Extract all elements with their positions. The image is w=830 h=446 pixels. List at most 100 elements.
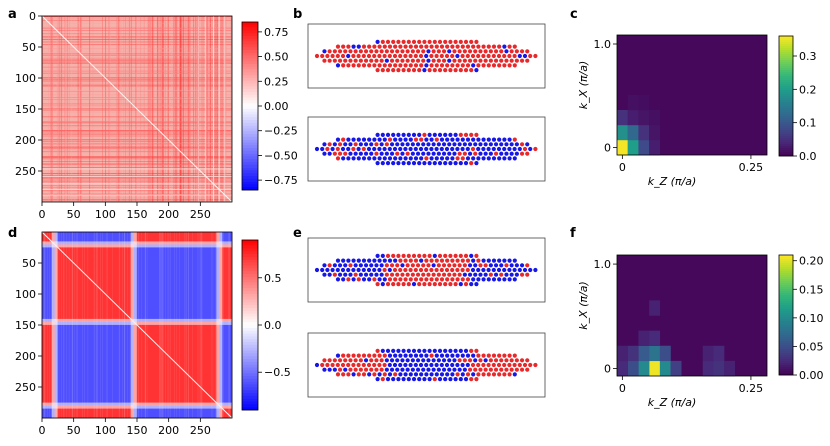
ion-spin: [450, 258, 455, 263]
ion-spin: [400, 367, 405, 372]
colorbar-segment: [779, 367, 793, 370]
ion-spin: [369, 58, 374, 63]
ion-spin: [415, 272, 421, 277]
ion-spin: [422, 282, 427, 287]
heatmap-cell-stripe: [160, 232, 162, 418]
colorbar-segment: [242, 108, 258, 112]
ion-spin: [410, 58, 415, 63]
ion-spin: [346, 258, 351, 263]
ion-spin: [478, 58, 483, 63]
ion-spin: [330, 362, 335, 368]
ion-spin: [385, 68, 391, 73]
colorbar-segment: [779, 287, 793, 290]
ion-spin: [463, 39, 469, 45]
ion-spin: [374, 263, 379, 268]
colorbar-segment: [242, 122, 258, 126]
heatmap-cell: [617, 125, 628, 141]
ion-spin: [343, 58, 348, 63]
heatmap-cell: [649, 345, 661, 362]
ion-spin: [486, 53, 491, 59]
ion-spin: [320, 146, 325, 152]
heatmap-cell-stripe: [42, 39, 232, 40]
heatmap-cell-stripe: [152, 16, 154, 202]
ion-spin: [400, 142, 405, 147]
colorbar-segment: [242, 359, 258, 363]
ion-spin: [408, 137, 413, 142]
heatmap-diagonal: [41, 15, 233, 203]
colorbar-segment: [242, 47, 258, 51]
heatmap-cell-stripe: [42, 177, 232, 178]
colorbar-segment: [779, 295, 793, 298]
heatmap-a-texture: [41, 15, 233, 203]
colorbar-segment: [242, 276, 258, 280]
colorbar-segment: [779, 319, 793, 322]
ion-spin: [509, 142, 514, 147]
ion-spin: [486, 63, 491, 68]
colorbar-segment: [242, 89, 258, 93]
ion-spin: [514, 58, 519, 63]
ion-spin: [450, 277, 455, 282]
heatmap-c-frame: [616, 34, 768, 156]
ion-spin: [519, 142, 525, 147]
ion-spin: [367, 353, 372, 358]
colorbar-segment: [242, 347, 258, 351]
ion-spin: [507, 53, 512, 59]
heatmap-cell-stripe: [157, 16, 159, 202]
ion-spin: [465, 267, 470, 273]
ion-spin: [483, 142, 488, 147]
ion-spin: [419, 277, 424, 282]
ion-spin: [372, 267, 377, 273]
ion-spin: [481, 267, 486, 273]
ion-spin: [346, 137, 351, 142]
heatmap-cell-stripe: [42, 139, 232, 140]
heatmap-cell-stripe: [100, 232, 101, 418]
ion-spin: [408, 258, 413, 263]
ion-spin: [439, 362, 444, 368]
heatmap-cell: [702, 360, 714, 377]
colorbar-segment: [779, 114, 793, 117]
ion-spin: [332, 367, 337, 372]
heatmap-cell-stripe: [183, 16, 185, 202]
ion-spin: [474, 161, 479, 166]
ion-spin: [522, 362, 528, 368]
ion-spin: [491, 146, 496, 152]
ion-spin: [455, 63, 460, 68]
ion-spin: [445, 156, 450, 161]
ion-spin: [473, 263, 478, 268]
heatmap-cell-stripe: [84, 232, 85, 418]
ion-spin: [471, 63, 476, 68]
heatmap-cell-stripe: [122, 232, 123, 418]
ion-spin: [379, 367, 384, 372]
ion-spin: [507, 137, 512, 142]
heatmap-cell-stripe: [42, 51, 232, 53]
heatmap-cell-stripe: [42, 122, 232, 123]
ion-spin: [379, 358, 384, 363]
heatmap-cell-stripe: [44, 232, 46, 418]
ion-spin: [457, 367, 462, 372]
ion-spin: [465, 53, 470, 59]
ion-spin: [493, 151, 499, 156]
ion-spin: [374, 358, 379, 363]
ion-spin: [452, 367, 457, 372]
heatmap-cell: [659, 345, 671, 362]
ion-spin: [327, 58, 332, 63]
ion-spin: [507, 258, 512, 263]
colorbar-segment: [242, 271, 258, 275]
colorbar-segment: [779, 339, 793, 342]
heatmap-cell-stripe: [221, 232, 223, 418]
ion-spin: [481, 372, 486, 377]
ion-spin: [525, 263, 530, 268]
ion-spin: [471, 353, 476, 358]
heatmap-cell-stripe: [42, 97, 232, 99]
ion-spin: [439, 258, 445, 263]
colorbar-segment: [779, 100, 793, 103]
ion-spin: [406, 161, 411, 166]
ion-spin: [453, 253, 458, 258]
ion-spin: [413, 258, 419, 263]
ion-spin: [403, 63, 408, 68]
ion-spin: [343, 367, 348, 372]
y-tick-label: 200: [15, 350, 36, 363]
colorbar-segment: [779, 46, 793, 49]
ion-spin: [379, 49, 384, 54]
